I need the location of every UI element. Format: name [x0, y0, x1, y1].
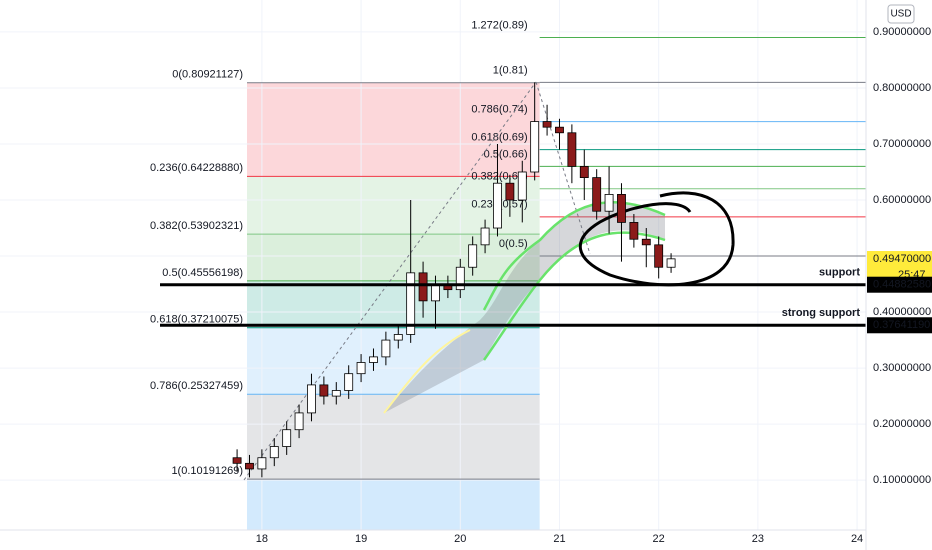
- candle-body: [393, 334, 403, 341]
- indicator-cloud: [384, 202, 665, 413]
- y-tick-label: 0.60000000: [873, 194, 931, 206]
- candle-body: [245, 462, 254, 470]
- axis-labels: 0.10000000 0.20000000 0.30000000 0.40000000…: [256, 26, 932, 545]
- candle-body: [629, 222, 639, 240]
- fib-label: 0.5(0.45556198): [162, 267, 243, 279]
- candle-body: [567, 132, 577, 167]
- fib-label: 0.618(0.69): [471, 131, 527, 143]
- candle-body: [505, 182, 515, 201]
- fib-label: 0(0.5): [499, 238, 528, 250]
- annotations: support strong support: [160, 267, 866, 327]
- fib-label: 1(0.81): [493, 64, 528, 76]
- fib-label: 0.5(0.66): [484, 148, 528, 160]
- candle-body: [381, 339, 391, 358]
- candle-body: [331, 390, 341, 397]
- y-tick-label: 0.30000000: [873, 362, 931, 374]
- y-tick-label: 0.40000000: [873, 306, 931, 318]
- indicator-line: [482, 200, 666, 311]
- price-tag-label: 0.37641190: [873, 319, 930, 331]
- fib-zone: [247, 176, 540, 235]
- currency-box[interactable]: [887, 4, 915, 24]
- trend-line: [535, 81, 591, 255]
- fib-label: 0.786(0.25327459): [150, 380, 243, 392]
- support-label: support: [819, 267, 860, 279]
- indicator-line: [383, 329, 471, 414]
- fib-zone: [247, 82, 540, 177]
- candle-body: [356, 362, 366, 375]
- candle-body: [369, 356, 378, 363]
- y-tick-label: 0.20000000: [873, 418, 931, 430]
- fib-label: 1(0.10191269): [171, 465, 243, 477]
- fib-levels: 0(0.80921127) 0.236(0.64228880) 0.382(0.53…: [150, 19, 866, 480]
- fib-label: 0.786(0.74): [471, 103, 527, 115]
- y-tick-label: 0.90000000: [873, 26, 931, 38]
- candle-body: [542, 121, 552, 128]
- candle-body: [307, 384, 316, 414]
- candle-body: [269, 446, 279, 459]
- x-tick-label: 21: [553, 533, 565, 545]
- candle-body: [232, 457, 242, 464]
- candle-body: [468, 244, 478, 268]
- candle-body: [641, 238, 651, 246]
- candle-body: [555, 126, 564, 134]
- price-tag: [867, 276, 932, 293]
- fib-zone: [247, 479, 540, 530]
- price-tag-label: 0.49470000: [873, 253, 931, 265]
- fib-label: 0.236(0.64228880): [150, 162, 243, 174]
- candle-body: [344, 373, 354, 391]
- x-tick-label: 24: [851, 533, 863, 545]
- support-label: strong support: [782, 307, 861, 319]
- fib-zones: [247, 82, 540, 530]
- currency: USD: [890, 9, 911, 20]
- candle-body: [431, 283, 440, 302]
- candle-body: [480, 227, 490, 246]
- fib-zone: [247, 280, 540, 328]
- candle-body: [319, 384, 329, 397]
- hand-drawn-circle: [578, 191, 735, 287]
- y-tick-label: 0.70000000: [873, 138, 931, 150]
- price-tag: [867, 317, 932, 334]
- x-tick-label: 23: [752, 533, 764, 545]
- candle-body: [579, 165, 589, 179]
- candle-body: [418, 272, 428, 302]
- candle-body: [604, 194, 614, 212]
- x-tick-label: 20: [454, 533, 466, 545]
- fib-zone: [247, 394, 540, 480]
- fib-label: 0.382(0.62): [471, 171, 527, 183]
- candle-body: [257, 457, 267, 470]
- price-tag-label: 0.44882580: [873, 279, 931, 291]
- candle-body: [282, 429, 292, 447]
- fib-zone: [247, 327, 540, 395]
- candles: [232, 82, 676, 478]
- candle-body: [455, 266, 465, 291]
- candle-body: [654, 244, 664, 268]
- x-tick-label: 22: [653, 533, 665, 545]
- trend-line: [243, 81, 537, 481]
- x-tick-label: 19: [355, 533, 367, 545]
- candle-body: [530, 121, 540, 173]
- fib-label: 0(0.80921127): [172, 69, 243, 81]
- candle-body: [493, 182, 502, 229]
- fib-zone: [247, 234, 540, 281]
- candle-body: [666, 258, 676, 268]
- candle-body: [592, 177, 602, 212]
- fib-label: 1.272(0.89): [471, 19, 527, 31]
- candle-body: [294, 412, 304, 431]
- candle-body: [617, 194, 626, 223]
- y-tick-label: 0.80000000: [873, 82, 931, 94]
- candle-body: [406, 272, 416, 335]
- y-tick-label: 0.10000000: [873, 474, 931, 486]
- x-tick-label: 18: [256, 533, 268, 545]
- fib-label: 0.618(0.37210075): [150, 314, 243, 326]
- candle-body: [517, 171, 527, 201]
- fib-label: 0.382(0.53902321): [150, 220, 243, 232]
